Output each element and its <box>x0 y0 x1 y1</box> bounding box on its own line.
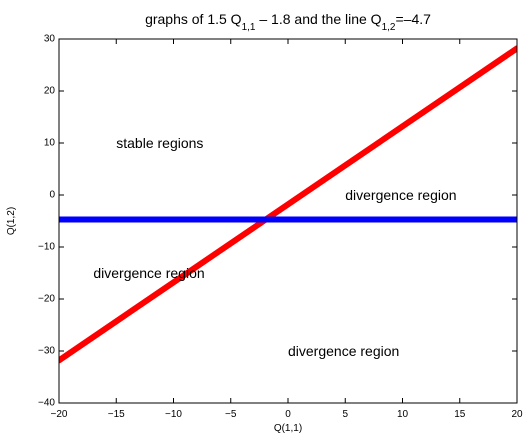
x-tick-label: 10 <box>397 409 409 420</box>
annotation-3: divergence region <box>93 265 204 281</box>
plot-area: stable regions divergence region divergenc… <box>38 34 523 421</box>
annotation-2: divergence region <box>345 187 456 203</box>
annotation-4: divergence region <box>288 343 399 359</box>
x-tick-label: 20 <box>511 409 523 420</box>
series-line-red <box>59 45 517 364</box>
y-tick-label: −20 <box>38 294 55 305</box>
y-axis-ticks: −40 −30 −20 −10 0 10 20 30 <box>38 34 517 409</box>
x-tick-label: 5 <box>342 409 348 420</box>
y-tick-label: 30 <box>44 34 56 45</box>
chart-title: graphs of 1.5 Q1,1 – 1.8 and the line Q1… <box>145 11 431 33</box>
x-tick-label: 0 <box>285 409 291 420</box>
y-tick-label: −10 <box>38 242 55 253</box>
x-tick-label: −10 <box>165 409 182 420</box>
y-tick-label: 10 <box>44 138 56 149</box>
y-tick-label: −40 <box>38 398 55 409</box>
y-tick-label: 20 <box>44 86 56 97</box>
y-axis-label: Q(1,2) <box>6 207 17 235</box>
x-axis-label: Q(1,1) <box>274 423 302 434</box>
x-tick-label: −15 <box>108 409 125 420</box>
chart-title-text: graphs of 1.5 Q1,1 – 1.8 and the line Q1… <box>145 11 431 33</box>
series-group <box>59 45 517 364</box>
y-tick-label: −30 <box>38 346 55 357</box>
x-tick-label: −5 <box>225 409 237 420</box>
annotation-1: stable regions <box>116 135 203 151</box>
y-tick-label: 0 <box>49 190 55 201</box>
x-tick-label: −20 <box>51 409 68 420</box>
annotation-group: stable regions divergence region divergenc… <box>93 135 456 359</box>
x-tick-label: 15 <box>454 409 466 420</box>
x-axis-ticks: −20 −15 −10 −5 0 5 10 15 20 <box>51 39 523 420</box>
